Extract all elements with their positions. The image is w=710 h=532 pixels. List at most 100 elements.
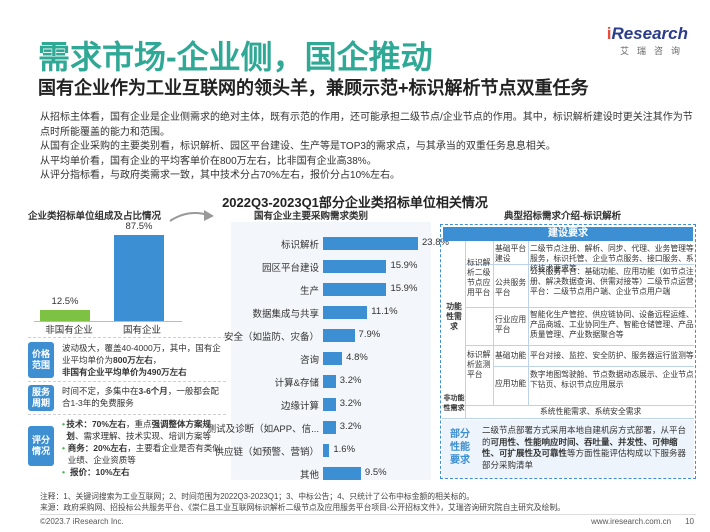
side-functional: 功能性需求: [446, 302, 462, 331]
table-header: 建设要求: [443, 227, 693, 241]
row-value: 平台对接、监控、安全防护、服务器运行监测等: [530, 351, 694, 360]
table-line: [494, 366, 694, 367]
table-line: [493, 241, 494, 405]
table-line: [442, 418, 694, 419]
bar-value-label: 9.5%: [364, 467, 387, 478]
bar-row: 标识解析 23.8%: [231, 232, 449, 254]
table-line: [442, 405, 694, 406]
footer-site: www.iresearch.com.cn: [591, 517, 672, 526]
row-value: 智能化生产管控、供应链协同、设备远程运维、产品商城、工业协同生产、智能仓储管理、…: [530, 310, 694, 339]
category-label: 安全（如监防、灾备）: [223, 332, 319, 343]
intro-paragraph: 从招标主体看，国有企业是企业侧需求的绝对主体，既有示范的作用，还可能承担二级节点…: [40, 111, 700, 184]
footer-copyright: ©2023.7 iResearch Inc.: [40, 517, 124, 526]
bar: [323, 306, 368, 319]
category-label: 其他: [299, 470, 319, 481]
category-label: 测试及诊断（如APP、信...: [206, 424, 319, 435]
page-title: 需求市场-企业侧，国企推动: [38, 39, 433, 75]
evaluation-tag: 评分情况: [28, 426, 54, 466]
divider: [28, 414, 226, 415]
bar-value-label: 7.9%: [358, 329, 381, 340]
bar-row: 生产 15.9%: [231, 278, 437, 300]
row-value: 二级节点注册、解析、同步、代理、业务管理等服务，标识托管、企业节点服务、接口服务…: [530, 244, 694, 273]
row-key: 应用功能: [495, 379, 527, 388]
price-range-text: 波动极大，覆盖40-4000万，其中，国有企业平均单价为800万左右， 非国有企…: [62, 343, 221, 377]
table-line: [466, 345, 694, 346]
left-chart-label: 企业类招标单位组成及占比情况: [28, 211, 162, 222]
bar-value-label: 3.2%: [339, 421, 362, 432]
row-key: 公共服务平台: [495, 278, 527, 297]
perf-requirements-text: 二级节点部署方式采用本地自建机房方式部署，从平台的可用性、性能响应时间、吞吐量、…: [482, 425, 687, 470]
requirements-table: 建设要求: [440, 224, 696, 479]
divider: [28, 337, 226, 338]
category-label: 边缘计算: [280, 401, 319, 412]
mid-chart-label: 国有企业主要采购需求类别: [254, 211, 369, 222]
evaluation-row: 评分情况 • 技术：70%左右，重点强调整体方案规划、需求理解、技术实现、培训方案…: [28, 418, 226, 484]
bar-row: 数据集成与共享 11.1%: [231, 301, 437, 323]
ownership-bar-chart: 12.5% 87.5%: [34, 220, 184, 322]
table-line: [466, 307, 694, 308]
eval-item-tech: • 技术：70%左右，重点强调整体方案规划、需求理解、技术实现、培训方案等: [62, 419, 211, 441]
bar-value-label: 3.2%: [339, 375, 362, 386]
bar: [323, 398, 336, 411]
service-period-row: 服务周期 时间不定，多集中在3-6个月，一般都会配合1-3年的免费服务: [28, 385, 226, 411]
arrow-icon: [169, 210, 214, 222]
price-range-row: 价格范围 波动极大，覆盖40-4000万，其中，国有企业平均单价为800万左右，…: [28, 342, 226, 378]
row-value: 数字地图驾驶舱、节点数据动态展示、企业节点下钻页、标识节点应用展示: [530, 370, 694, 389]
service-period-text: 时间不定，多集中在3-6个月，一般都会配合1-3年的免费服务: [62, 386, 219, 408]
bar-row: 供应链（如预警、营销） 1.6%: [214, 439, 437, 461]
bar: [323, 444, 330, 457]
row-key: 基础平台建设: [495, 244, 527, 263]
bar-row: 安全（如监防、灾备） 7.9%: [224, 324, 437, 346]
group-label: 标识解析二级节点应用平台: [467, 258, 491, 297]
intro-line: 从平均单价看，国有企业的平均客单价在800万左右，比非国有企业高38%。: [40, 155, 377, 167]
bar: [323, 421, 336, 434]
category-label: 标识解析: [280, 240, 319, 251]
side-nonfunctional: 非功能性需求: [443, 395, 465, 412]
category-label: 咨询: [299, 355, 319, 366]
bar-value-label: 23.8%: [422, 237, 449, 248]
bar-non-state: [40, 309, 90, 322]
category-label: 生产: [299, 286, 319, 297]
row-key: 基础功能: [495, 351, 527, 360]
bar-value-label: 87.5%: [125, 220, 153, 232]
bar-row: 咨询 4.8%: [231, 347, 437, 369]
group-label: 标识解析监测平台: [467, 350, 491, 379]
logo-prefix: i: [606, 24, 612, 43]
right-table-label: 典型招标需求介绍-标识解析: [504, 211, 622, 222]
notes: 注释：1、关键词搜索为工业互联网；2、时间范围为2022Q3-2023Q1；3、…: [40, 491, 700, 513]
eval-item-price: • 报价：10%左右: [62, 467, 130, 477]
source-line: 来源：政府采购网、招投标公共服务平台、《崇仁县工业互联网标识解析二级节点及应用服…: [40, 503, 565, 512]
perf-requirements-box: [442, 420, 694, 478]
bar: [323, 375, 336, 388]
footer-right: www.iresearch.com.cn 10: [577, 517, 694, 526]
table-line: [528, 241, 529, 405]
bar-row: 园区平台建设 15.9%: [231, 255, 437, 277]
bar-row: 测试及诊断（如APP、信... 3.2%: [207, 416, 437, 438]
note-line: 注释：1、关键词搜索为工业互联网；2、时间范围为2022Q3-2023Q1；3、…: [40, 492, 475, 501]
category-label: 国有企业: [122, 325, 161, 336]
nonfunc-value: 系统性能需求、系统安全需求: [540, 407, 642, 416]
category-label: 供应链（如预警、营销）: [214, 447, 319, 458]
intro-line: 从招标主体看，国有企业是企业侧需求的绝对主体，既有示范的作用，还可能承担二级节点…: [40, 112, 693, 138]
price-range-tag: 价格范围: [28, 342, 54, 378]
bar: [323, 237, 418, 250]
service-period-tag: 服务周期: [28, 385, 54, 411]
bar: [323, 352, 343, 365]
bar-row: 计算&存储 3.2%: [231, 370, 437, 392]
row-value: 公共服务平台：基础功能、应用功能（如节点注册、解决数据查询、供需对接等）二级节点…: [530, 267, 694, 296]
bar: [323, 467, 361, 480]
category-label: 数据集成与共享: [252, 309, 319, 320]
iresearch-logo: iResearch 艾瑞咨询: [607, 24, 688, 57]
bar-value-label: 12.5%: [51, 295, 79, 307]
eval-item-business: • 商务：20%左右，主要看企业是否有类似业绩、企业资质等: [62, 443, 221, 465]
page-number: 10: [685, 517, 694, 526]
bar: [323, 329, 355, 342]
page-subtitle: 国有企业作为工业互联网的领头羊，兼顾示范+标识解析节点双重任务: [38, 78, 589, 98]
bar: [323, 283, 387, 296]
bar-value-label: 3.2%: [339, 398, 362, 409]
bar-row: 边缘计算 3.2%: [231, 393, 437, 415]
bar-row: 其他 9.5%: [231, 462, 437, 484]
intro-line: 从评分指标看，与政府类需求一致，其中技术分占70%左右，报价分占10%左右。: [40, 170, 401, 181]
footer-divider: [40, 514, 696, 515]
bar-value-label: 1.6%: [333, 444, 356, 455]
